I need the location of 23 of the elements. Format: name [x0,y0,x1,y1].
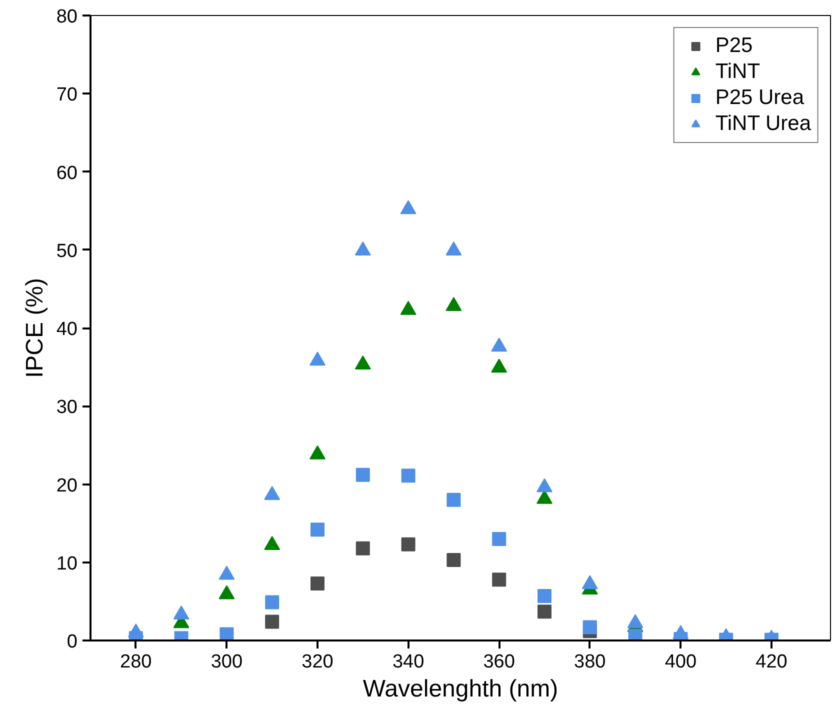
y-tick-label: 80 [56,6,78,28]
x-tick-label: 400 [664,652,697,672]
y-tick-label: 40 [56,319,78,340]
y-tick-label: 20 [56,475,78,496]
y-tick-label: 30 [56,397,78,418]
x-tick-label: 320 [302,652,334,672]
x-axis-title: Wavelenghth (nm) [362,676,558,702]
y-tick-label: 0 [66,632,78,652]
x-tick-label: 340 [392,652,424,672]
y-tick-label: 70 [56,84,78,106]
y-tick-label: 10 [56,553,78,574]
legend-label: TiNT Urea [715,112,811,136]
legend-label: TiNT [715,60,760,84]
x-tick-label: 420 [756,652,788,672]
legend-label: P25 Urea [715,86,804,110]
x-tick-label: 280 [120,652,152,672]
y-tick-label: 50 [56,240,78,262]
y-axis-title: IPCE (%) [21,278,48,378]
y-tick-label: 60 [56,162,78,184]
x-tick-label: 300 [210,652,243,672]
legend-label: P25 [715,34,753,58]
x-tick-label: 360 [483,652,515,672]
x-tick-label: 380 [574,652,606,672]
